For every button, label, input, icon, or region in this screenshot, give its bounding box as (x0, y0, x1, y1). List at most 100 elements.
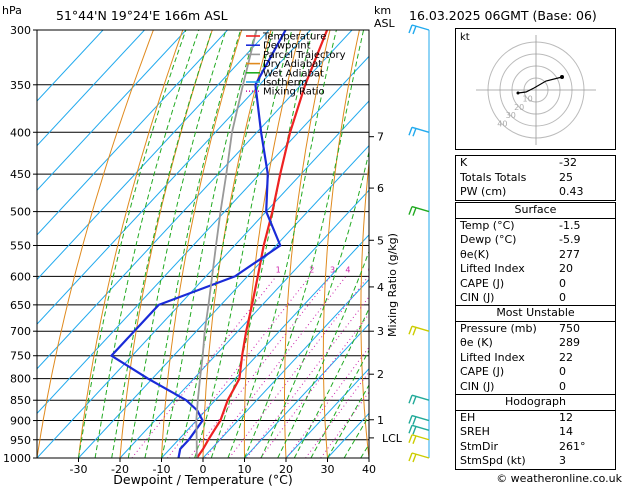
wind-barb (408, 205, 430, 216)
temperature-tick-label: -10 (153, 463, 171, 476)
temperature-tick-label: 0 (200, 463, 207, 476)
parcel-trajectory-curve (195, 30, 258, 458)
axes: 3003504004505005506006507007508008509009… (3, 24, 403, 476)
isotherm-line (37, 30, 228, 236)
pressure-label: 950 (10, 434, 31, 447)
wet-adiabat-line (310, 349, 369, 458)
isotherm-line (202, 278, 369, 458)
dry-adiabat-line (243, 30, 301, 458)
hodograph-ring-label: 10 (523, 94, 533, 103)
wind-barb (408, 424, 430, 435)
table-row: Lifted Index 20 (456, 262, 615, 277)
km-tick-label: 5 (377, 234, 384, 247)
km-tick-label: 1 (377, 414, 384, 427)
legend-item: Dry Adiabat (246, 59, 322, 70)
pressure-label: 650 (10, 299, 31, 312)
table-row: CIN (J) 0 (456, 380, 615, 395)
hodograph-point (516, 91, 520, 95)
wet-adiabat-line (144, 30, 242, 458)
row-label: K (460, 156, 468, 169)
table-row: Temp (°C) -1.5 (456, 219, 615, 234)
row-label: SREH (460, 425, 490, 438)
table-row: CAPE (J) 0 (456, 277, 615, 292)
mixing-ratio-line (228, 276, 369, 458)
km-tick-label: 3 (377, 325, 384, 338)
table-row: EH 12 (456, 411, 615, 426)
pressure-label: 850 (10, 394, 31, 407)
mixing-ratio-line (188, 276, 331, 458)
diagram-grid: 12346810152025 (37, 30, 447, 458)
dry-adiabat-line (119, 30, 213, 458)
dry-adiabat-line (360, 158, 369, 458)
dry-adiabat-line (397, 30, 418, 458)
isotherm-line (285, 368, 369, 458)
legend-label: Dry Adiabat (263, 59, 322, 70)
legend-label: Isotherm (263, 78, 307, 89)
pressure-label: 1000 (3, 452, 31, 465)
row-label: Lifted Index (460, 350, 525, 364)
wet-adiabat-line (260, 149, 369, 458)
row-label: CAPE (J) (460, 365, 505, 378)
profile-curves (110, 30, 329, 458)
pressure-label: 450 (10, 168, 31, 181)
km-label: km (374, 4, 391, 17)
row-label: Temp (°C) (460, 218, 515, 232)
table-row: StmDir 261° (456, 440, 615, 455)
mixing-ratio-label: 20 (437, 265, 447, 274)
pressure-label: 500 (10, 206, 31, 219)
pressure-label: 750 (10, 350, 31, 363)
wind-barb (408, 325, 430, 336)
table-row: K -32 (456, 156, 615, 171)
row-label: Dewp (°C) (460, 233, 517, 246)
wet-adiabat-line (244, 30, 365, 458)
row-value: 20 (559, 262, 573, 275)
wet-adiabat-line (277, 250, 369, 458)
km-tick-label: LCL (382, 432, 403, 445)
row-label: StmDir (460, 439, 499, 453)
isotherm-line (244, 323, 369, 458)
wet-adiabat-line (78, 30, 187, 458)
asl-label: ASL (374, 17, 396, 30)
x-axis-label: Dewpoint / Temperature (°C) (113, 472, 292, 486)
wet-adiabat-line (111, 30, 213, 458)
row-label: CAPE (J) (460, 276, 505, 290)
table-row: CIN (J) 0 (456, 291, 615, 306)
row-value: 0 (559, 291, 566, 304)
copyright: © weatheronline.co.uk (496, 472, 622, 485)
isotherm-line (37, 55, 369, 415)
table-row: Pressure (mb) 750 (456, 322, 615, 337)
dry-adiabat-line (284, 30, 331, 458)
pressure-label: 550 (10, 239, 31, 252)
temperature-curve (195, 30, 329, 458)
wet-adiabat-line (327, 384, 369, 458)
km-tick-label: 4 (377, 281, 384, 294)
mixing-ratio-line (205, 276, 347, 458)
mixing-ratio-label: 6 (368, 265, 373, 274)
row-value: 0.43 (559, 185, 584, 198)
surface-table: Surface Temp (°C) -1.5 Dewp (°C) -5.9 θe(K) 2… (455, 202, 616, 307)
wind-barb (408, 126, 430, 137)
hodograph-panel: kt 10 20 30 40 (455, 28, 616, 150)
row-label: Pressure (mb) (460, 321, 537, 335)
indices-table: K -32 Totals Totals 25 PW (cm) 0.43 (455, 155, 616, 201)
isotherm-line (37, 30, 270, 281)
row-value: 750 (559, 321, 580, 335)
mixing-ratio-line (286, 346, 369, 458)
wind-barbs (408, 24, 430, 463)
wind-barb (408, 394, 430, 405)
dry-adiabat-line (37, 30, 154, 458)
row-label: Totals Totals (460, 170, 527, 184)
hodograph-point (560, 75, 564, 79)
table-row: Lifted Index 22 (456, 351, 615, 366)
row-value: 3 (559, 454, 566, 467)
row-value: -32 (559, 156, 577, 169)
legend-label: Parcel Trajectory (263, 50, 346, 61)
dewpoint-curve (110, 30, 287, 458)
pressure-label: 900 (10, 415, 31, 428)
location-title: 51°44'N 19°24'E 166m ASL (56, 8, 228, 23)
table-row: CAPE (J) 0 (456, 365, 615, 380)
row-label: CIN (J) (460, 379, 495, 393)
isotherm-line (119, 189, 369, 458)
